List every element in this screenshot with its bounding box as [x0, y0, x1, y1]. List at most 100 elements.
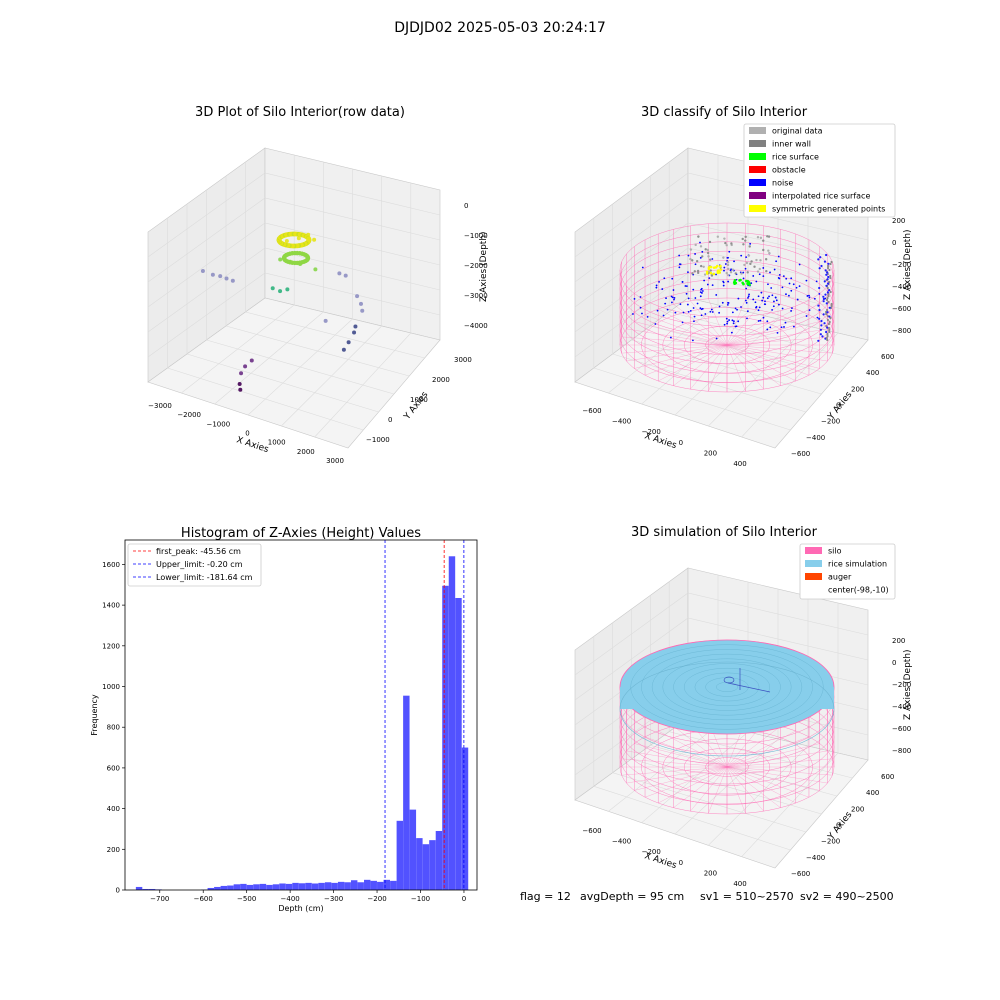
histogram-bar: [429, 840, 436, 890]
noise-point: [818, 286, 821, 290]
grid-line: [669, 311, 853, 359]
x-tick-label: −300: [324, 895, 343, 903]
noise-point: [827, 262, 830, 265]
inner-wall-point: [768, 251, 771, 255]
silo-floor-spoke: [726, 344, 810, 376]
noise-point: [773, 268, 776, 271]
noise-point: [777, 255, 780, 258]
noise-point: [822, 313, 825, 316]
noise-point: [723, 269, 725, 272]
noise-point: [745, 256, 748, 259]
noise-point: [724, 263, 727, 265]
noise-point: [693, 320, 695, 323]
histogram-bar: [337, 881, 345, 890]
y-tick-label: −600: [791, 870, 810, 878]
inner-wall-point: [724, 241, 727, 245]
data-point: [352, 330, 357, 335]
noise-point: [752, 298, 755, 301]
noise-point: [735, 325, 738, 328]
legend: first_peak: -45.56 cm Upper_limit: -0.20 …: [127, 543, 262, 587]
histogram-bar: [350, 880, 358, 890]
x-axis-label: Depth (cm): [278, 904, 323, 913]
silo-floor-spoke: [644, 766, 728, 798]
inner-wall-point: [827, 322, 831, 326]
y-axis-label: Frequency: [90, 694, 99, 736]
rice-surface-point: [748, 282, 751, 286]
noise-point: [699, 295, 702, 298]
inner-wall-point: [767, 235, 771, 238]
inner-wall-point: [826, 314, 829, 318]
noise-point: [666, 308, 669, 311]
noise-point: [818, 267, 821, 270]
inner-wall-point: [689, 248, 693, 251]
legend: silo rice simulation auger center(-98,-10): [799, 543, 896, 600]
legend-label: symmetric generated points: [772, 205, 885, 214]
x-tick-label: −2000: [177, 411, 201, 419]
noise-point: [704, 313, 707, 315]
panel-simulation-surface: 3D simulation of Silo Interior −600 −400 −…: [574, 525, 913, 888]
inner-wall-point: [825, 312, 828, 316]
noise-point: [824, 293, 827, 296]
noise-point: [684, 285, 687, 287]
noise-point: [655, 284, 658, 287]
data-point: [278, 257, 283, 262]
symmetric-point: [709, 265, 713, 269]
silo-floor-spoke: [726, 308, 796, 346]
noise-point: [819, 256, 822, 259]
noise-point: [734, 307, 737, 310]
noise-point: [728, 319, 730, 321]
noise-point: [798, 263, 801, 266]
noise-point: [823, 280, 826, 283]
silo-floor-spoke: [658, 308, 728, 346]
noise-point: [769, 326, 772, 329]
noise-point: [766, 297, 769, 300]
noise-point: [639, 296, 642, 298]
inner-wall-point: [756, 236, 760, 239]
noise-point: [770, 287, 773, 289]
noise-point: [824, 269, 827, 272]
noise-point: [661, 288, 664, 290]
inner-wall-point: [828, 328, 831, 332]
noise-point: [715, 294, 718, 296]
silo-floor-spoke: [726, 758, 833, 768]
data-point: [355, 294, 360, 299]
noise-point: [641, 312, 643, 315]
inner-wall-point: [828, 320, 831, 324]
inner-wall-point: [830, 260, 833, 264]
rice-mesh-ring: [641, 649, 813, 725]
data-point: [200, 268, 205, 273]
noise-point: [674, 311, 677, 314]
y-axis-label: Y Axies: [826, 810, 855, 843]
silo-floor-spoke: [634, 743, 728, 768]
noise-point: [692, 307, 695, 309]
z-tick-label: 200: [892, 637, 905, 645]
noise-point: [762, 316, 765, 319]
noise-point: [699, 256, 702, 259]
histogram-bar: [318, 882, 325, 890]
histogram-bar: [259, 883, 267, 890]
silo-floor-spoke: [621, 344, 728, 354]
x-tick-label: −200: [367, 895, 386, 903]
auger-marker: [727, 682, 771, 693]
inner-wall-point: [742, 243, 745, 246]
inner-wall-point: [707, 255, 710, 258]
histogram-bar: [331, 882, 338, 890]
noise-point: [826, 311, 829, 314]
data-point: [285, 287, 290, 292]
data-point: [218, 274, 223, 279]
noise-point: [817, 304, 820, 307]
rice-simulation-edge: [619, 661, 835, 757]
rice-mesh-ring: [630, 644, 824, 730]
silo-floor-spoke: [708, 344, 728, 392]
noise-point: [775, 299, 778, 302]
inner-wall-point: [830, 302, 833, 306]
inner-wall-point: [762, 239, 765, 242]
symmetric-point: [715, 264, 719, 268]
rice-mesh-ring: [651, 653, 803, 721]
inner-wall-point: [759, 236, 763, 240]
silo-floor-spoke: [726, 766, 764, 812]
legend-swatch: [749, 192, 766, 199]
noise-point: [828, 306, 831, 309]
z-tick-label: −4000: [464, 322, 488, 330]
histogram-bar: [383, 879, 390, 890]
